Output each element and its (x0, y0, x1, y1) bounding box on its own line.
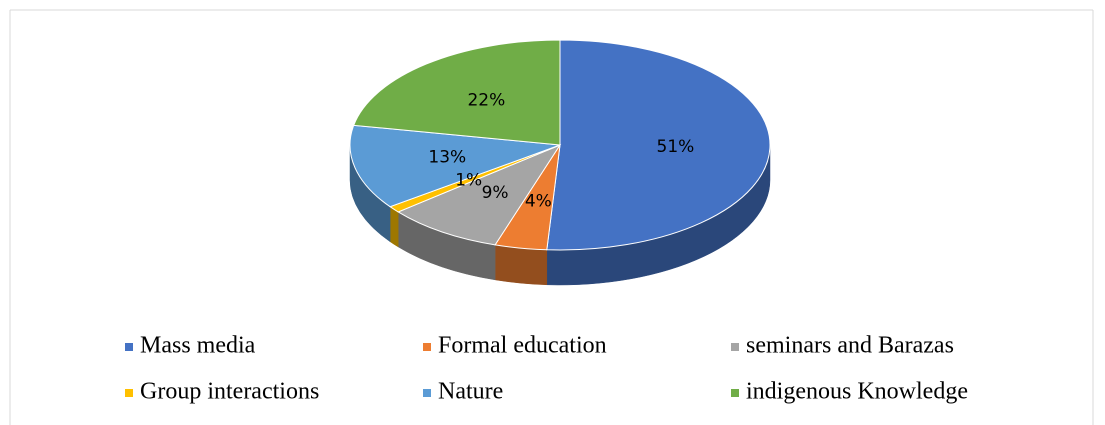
legend-marker (125, 343, 133, 351)
data-label: 51% (657, 137, 695, 157)
legend-marker (423, 343, 431, 351)
slice (546, 39, 771, 251)
slice (353, 39, 561, 146)
legend-label: Formal education (438, 333, 607, 359)
slice-side (494, 244, 548, 286)
legend-marker (731, 389, 739, 397)
legend-label: seminars and Barazas (746, 333, 954, 359)
legend-marker (423, 389, 431, 397)
legend-label: Nature (438, 379, 503, 405)
slice (397, 143, 562, 246)
legend-marker (125, 389, 133, 397)
slice (349, 124, 561, 208)
data-label: 4% (525, 192, 552, 212)
legend-label: indigenous Knowledge (746, 379, 968, 405)
data-label: 9% (482, 183, 509, 203)
slice-side (389, 206, 399, 248)
legend-label: Mass media (140, 333, 256, 359)
data-label: 1% (455, 170, 482, 190)
legend-marker (731, 343, 739, 351)
data-label: 13% (428, 148, 466, 168)
legend-label: Group interactions (140, 379, 319, 405)
data-label: 22% (467, 91, 505, 111)
